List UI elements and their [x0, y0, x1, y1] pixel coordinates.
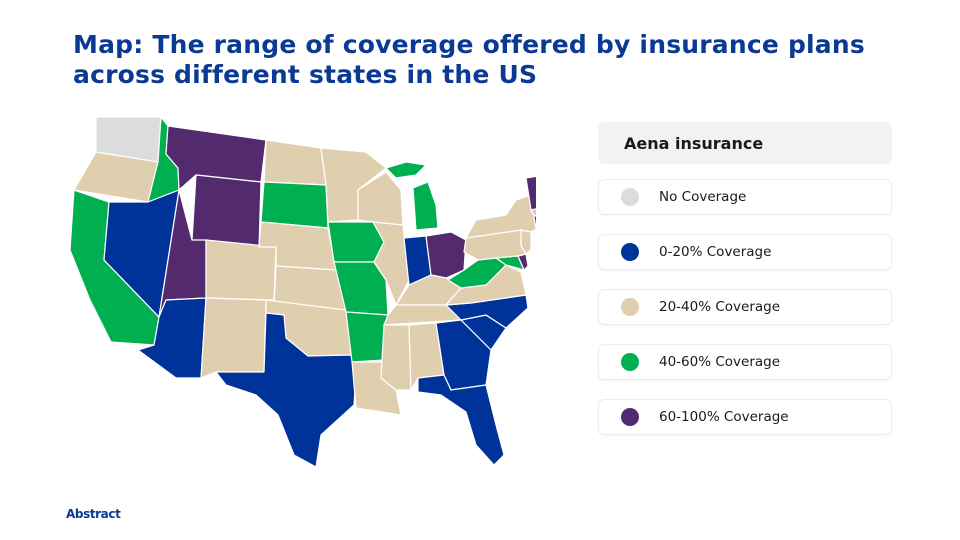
state-fl[interactable]	[417, 374, 505, 466]
state-nm[interactable]	[200, 297, 267, 379]
state-ma[interactable]	[530, 205, 536, 217]
state-vt[interactable]	[525, 175, 536, 211]
state-co[interactable]	[205, 239, 277, 301]
state-il[interactable]	[372, 221, 410, 306]
state-tx[interactable]	[215, 312, 357, 468]
us-coverage-map	[66, 110, 536, 472]
state-oh[interactable]	[425, 231, 467, 279]
legend-item-no-coverage: No Coverage	[598, 179, 892, 215]
state-mo[interactable]	[333, 261, 389, 316]
state-ar[interactable]	[345, 311, 389, 363]
legend-item-60-100: 60-100% Coverage	[598, 399, 892, 435]
state-ia[interactable]	[327, 221, 385, 263]
state-nd[interactable]	[263, 139, 327, 186]
legend-title: Aena insurance	[598, 122, 892, 164]
brand-logo: Abstract	[66, 507, 121, 521]
legend-item-0-20: 0-20% Coverage	[598, 234, 892, 270]
state-ms[interactable]	[380, 324, 412, 391]
legend-swatch-no-coverage	[621, 188, 639, 206]
state-sd[interactable]	[260, 181, 329, 229]
page-title: Map: The range of coverage offered by in…	[73, 30, 865, 89]
legend-label: 0-20% Coverage	[659, 244, 772, 260]
legend-label: No Coverage	[659, 189, 747, 205]
legend-label: 60-100% Coverage	[659, 409, 789, 425]
legend-label: 20-40% Coverage	[659, 299, 781, 315]
legend-swatch-40-60	[621, 353, 639, 371]
state-pa[interactable]	[463, 229, 527, 261]
us-map-svg	[69, 116, 536, 468]
state-mi[interactable]	[385, 161, 439, 231]
legend-item-20-40: 20-40% Coverage	[598, 289, 892, 325]
legend-swatch-60-100	[621, 408, 639, 426]
legend-label: 40-60% Coverage	[659, 354, 781, 370]
legend-swatch-20-40	[621, 298, 639, 316]
state-ct[interactable]	[533, 215, 536, 229]
state-wy[interactable]	[191, 174, 262, 248]
legend-swatch-0-20	[621, 243, 639, 261]
legend-item-40-60: 40-60% Coverage	[598, 344, 892, 380]
